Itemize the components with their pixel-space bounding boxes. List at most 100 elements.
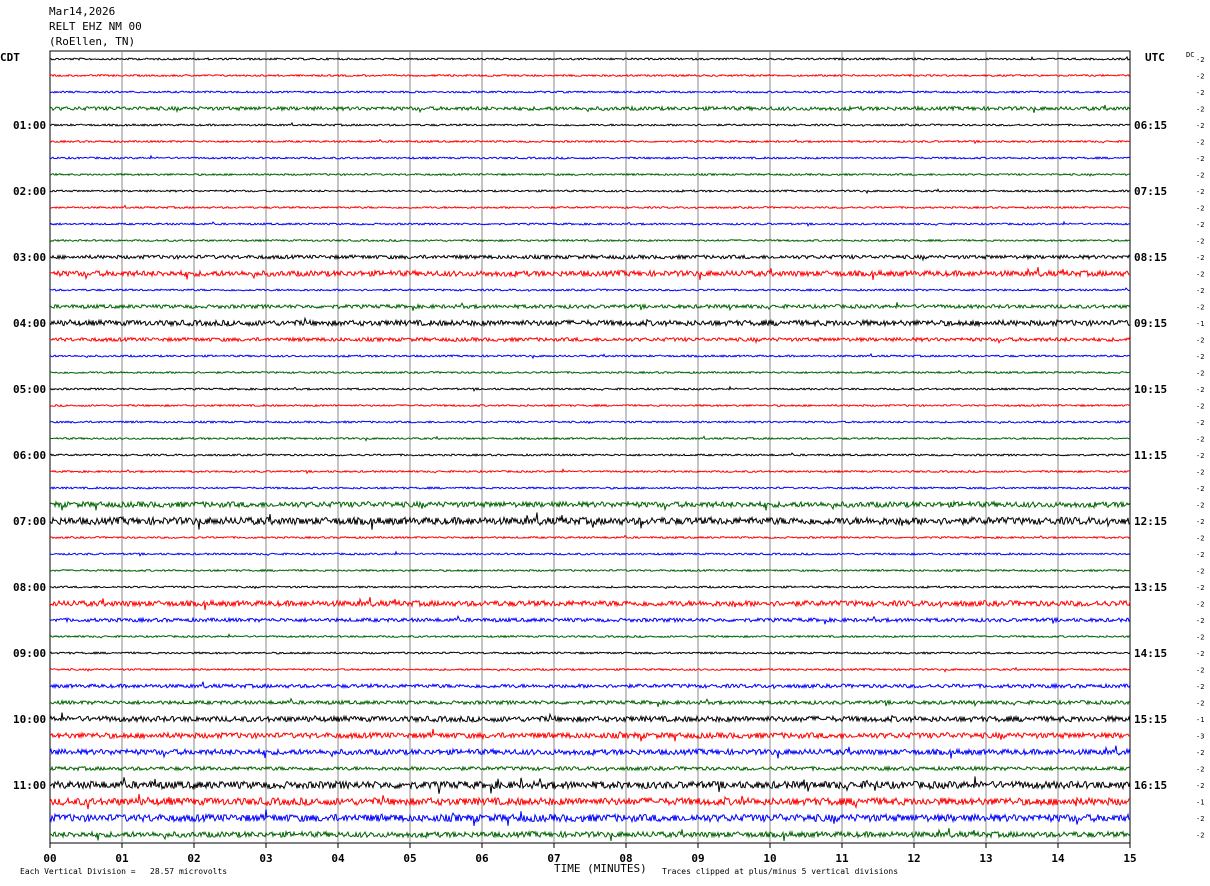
dc-offset-label: -2 (1196, 188, 1204, 196)
trace-line-41 (49, 712, 1131, 724)
trace-line-19 (50, 352, 1131, 360)
trace-line-32 (49, 568, 1131, 573)
dc-offset-label: -2 (1196, 419, 1204, 427)
trace-line-39 (49, 681, 1131, 690)
trace-line-26 (49, 468, 1130, 475)
left-hour-label: 05:00 (13, 383, 46, 396)
dc-offset-label: -2 (1196, 485, 1204, 493)
trace-line-13 (49, 253, 1131, 262)
dc-offset-label: -1 (1196, 799, 1204, 807)
trace-line-25 (49, 452, 1131, 457)
dc-offset-label: -2 (1196, 304, 1204, 312)
dc-offset-label: -1 (1196, 716, 1204, 724)
trace-line-18 (49, 336, 1131, 345)
trace-line-42 (49, 728, 1131, 742)
x-tick-label: 14 (1051, 852, 1065, 865)
dc-offset-label: -3 (1196, 733, 1204, 741)
trace-line-37 (49, 651, 1131, 655)
trace-line-12 (49, 238, 1131, 243)
dc-offset-label: -2 (1196, 436, 1204, 444)
trace-line-14 (49, 266, 1131, 281)
dc-offset-label: -2 (1196, 452, 1204, 460)
right-hour-label: 06:15 (1134, 119, 1167, 132)
trace-line-22 (49, 403, 1131, 408)
x-tick-label: 08 (619, 852, 632, 865)
dc-offset-label: -2 (1196, 353, 1204, 361)
right-hour-label: 08:15 (1134, 251, 1167, 264)
trace-line-3 (49, 90, 1131, 94)
trace-line-9 (49, 188, 1131, 195)
dc-offset-label: -2 (1196, 73, 1204, 81)
x-tick-label: 03 (259, 852, 272, 865)
left-hour-label: 11:00 (13, 779, 46, 792)
right-hour-label: 07:15 (1134, 185, 1167, 198)
trace-line-4 (49, 104, 1131, 114)
dc-offset-label: -2 (1196, 271, 1204, 279)
right-hour-label: 10:15 (1134, 383, 1167, 396)
dc-offset-label: -2 (1196, 617, 1204, 625)
trace-line-16 (49, 302, 1131, 312)
dc-offset-label: -2 (1196, 370, 1204, 378)
x-tick-label: 13 (979, 852, 992, 865)
x-tick-label: 05 (403, 852, 416, 865)
header-location: (RoEllen, TN) (49, 35, 136, 48)
header-date: Mar14,2026 (49, 5, 116, 18)
dc-offset-label: -2 (1196, 700, 1204, 708)
trace-line-44 (49, 765, 1131, 772)
left-hour-label: 01:00 (13, 119, 46, 132)
footer-clip-note: Traces clipped at plus/minus 5 vertical … (662, 867, 899, 876)
dc-offset-label: -2 (1196, 782, 1204, 790)
dc-offset-label: -2 (1196, 518, 1204, 526)
trace-line-36 (49, 633, 1131, 639)
dc-offset-label: -2 (1196, 287, 1204, 295)
x-tick-label: 07 (547, 852, 560, 865)
trace-line-45 (49, 776, 1131, 794)
dc-offset-label: -2 (1196, 634, 1204, 642)
dc-offset-label: -2 (1196, 221, 1204, 229)
trace-line-28 (49, 499, 1131, 512)
dc-offset-label: -2 (1196, 815, 1204, 823)
x-tick-label: 04 (331, 852, 345, 865)
x-tick-label: 10 (763, 852, 776, 865)
dc-offset-label: -2 (1196, 139, 1204, 147)
dc-offset-label: -2 (1196, 386, 1204, 394)
trace-line-27 (49, 486, 1131, 490)
x-tick-label: 06 (475, 852, 489, 865)
trace-line-20 (49, 369, 1131, 375)
right-hour-label: 09:15 (1134, 317, 1167, 330)
plot-frame (49, 50, 1131, 844)
dc-offset-label: -2 (1196, 683, 1204, 691)
trace-line-43 (49, 745, 1131, 759)
trace-line-33 (49, 585, 1131, 591)
trace-line-38 (49, 666, 1131, 673)
right-hour-label: 11:15 (1134, 449, 1167, 462)
x-tick-label: 11 (835, 852, 849, 865)
trace-line-11 (49, 220, 1131, 227)
trace-line-31 (49, 550, 1131, 557)
dc-offset-label: -2 (1196, 667, 1204, 675)
trace-line-10 (49, 204, 1131, 210)
left-hour-label: 06:00 (13, 449, 46, 462)
dc-offset-label: -2 (1196, 650, 1204, 658)
trace-line-34 (49, 596, 1131, 611)
x-axis-title: TIME (MINUTES) (554, 862, 647, 875)
dc-offset-label: -2 (1196, 205, 1204, 213)
left-hour-label: 10:00 (13, 713, 46, 726)
dc-offset-label: -2 (1196, 502, 1204, 510)
trace-line-5 (49, 121, 1131, 127)
dc-offset-label: -2 (1196, 89, 1204, 97)
dc-offset-label: -2 (1196, 766, 1204, 774)
trace-line-8 (49, 172, 1131, 177)
trace-line-17 (49, 316, 1131, 328)
dc-offset-label: -2 (1196, 155, 1204, 163)
dc-offset-label: -2 (1196, 535, 1204, 543)
x-tick-label: 15 (1123, 852, 1136, 865)
header-station: RELT EHZ NM 00 (49, 20, 142, 33)
right-hour-label: 15:15 (1134, 713, 1167, 726)
trace-line-47 (49, 809, 1131, 826)
right-hour-label: 14:15 (1134, 647, 1167, 660)
trace-line-21 (49, 385, 1131, 392)
trace-line-48 (49, 827, 1131, 842)
x-tick-label: 01 (115, 852, 129, 865)
